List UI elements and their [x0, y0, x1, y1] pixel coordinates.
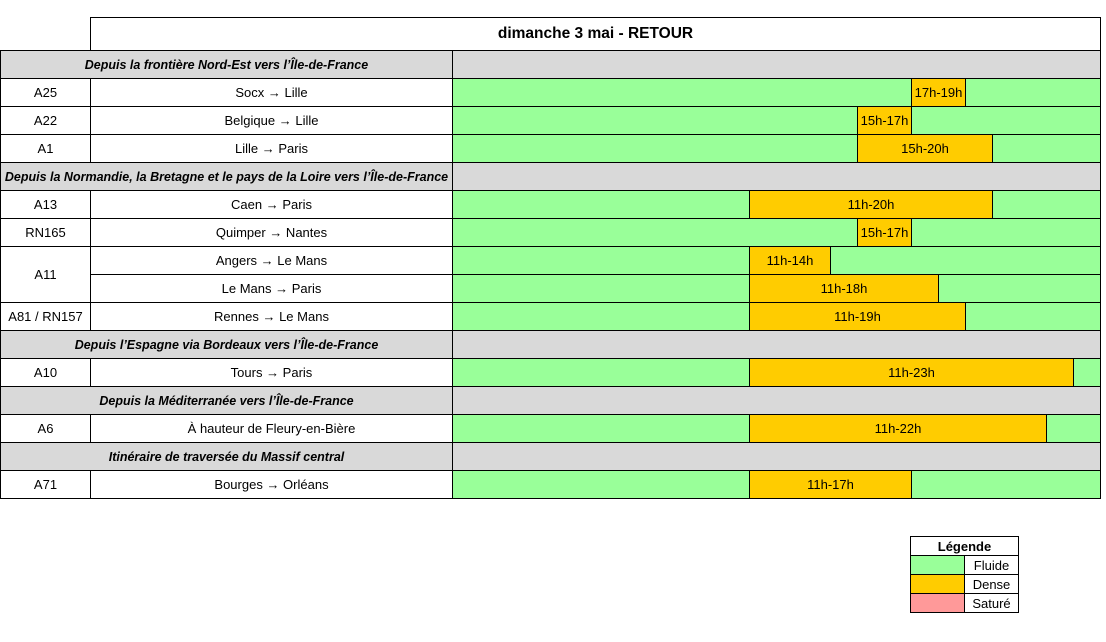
- fluid-band: [452, 78, 1101, 107]
- road-code: A13: [0, 190, 91, 219]
- route: Caen → Paris: [90, 190, 453, 219]
- fluid-band: [452, 134, 1101, 163]
- legend-label: Fluide: [964, 555, 1019, 575]
- road-code: A22: [0, 106, 91, 135]
- route: Quimper → Nantes: [90, 218, 453, 247]
- road-code: A1: [0, 134, 91, 163]
- legend-label: Dense: [964, 574, 1019, 594]
- route: Belgique → Lille: [90, 106, 453, 135]
- route: Tours → Paris: [90, 358, 453, 387]
- section-title: Itinéraire de traversée du Massif centra…: [0, 442, 453, 471]
- dense-band: 11h-22h: [749, 414, 1047, 443]
- section-band: [452, 50, 1101, 79]
- road-code: A25: [0, 78, 91, 107]
- dense-band: 15h-20h: [857, 134, 993, 163]
- legend-swatch: [910, 593, 965, 613]
- legend-swatch: [910, 574, 965, 594]
- road-code: A6: [0, 414, 91, 443]
- dense-band: 11h-20h: [749, 190, 993, 219]
- legend-title: Légende: [910, 536, 1019, 556]
- fluid-band: [452, 106, 1101, 135]
- section-band: [452, 330, 1101, 359]
- road-code: A71: [0, 470, 91, 499]
- route: À hauteur de Fleury-en-Bière: [90, 414, 453, 443]
- section-title: Depuis la Méditerranée vers l’Île-de-Fra…: [0, 386, 453, 415]
- title: dimanche 3 mai - RETOUR: [90, 17, 1101, 51]
- route: Angers → Le Mans: [90, 246, 453, 275]
- road-code: A81 / RN157: [0, 302, 91, 331]
- section-title: Depuis la Normandie, la Bretagne et le p…: [0, 162, 453, 191]
- route: Socx → Lille: [90, 78, 453, 107]
- road-code: A10: [0, 358, 91, 387]
- road-code: RN165: [0, 218, 91, 247]
- road-code: A11: [0, 246, 91, 303]
- section-band: [452, 442, 1101, 471]
- route: Bourges → Orléans: [90, 470, 453, 499]
- route: Lille → Paris: [90, 134, 453, 163]
- dense-band: 15h-17h: [857, 218, 912, 247]
- dense-band: 11h-19h: [749, 302, 966, 331]
- section-band: [452, 162, 1101, 191]
- section-band: [452, 386, 1101, 415]
- section-title: Depuis l’Espagne via Bordeaux vers l’Île…: [0, 330, 453, 359]
- section-title: Depuis la frontière Nord-Est vers l’Île-…: [0, 50, 453, 79]
- fluid-band: [452, 218, 1101, 247]
- dense-band: 17h-19h: [911, 78, 966, 107]
- dense-band: 11h-14h: [749, 246, 831, 275]
- dense-band: 11h-23h: [749, 358, 1074, 387]
- dense-band: 11h-18h: [749, 274, 939, 303]
- legend-swatch: [910, 555, 965, 575]
- route: Rennes → Le Mans: [90, 302, 453, 331]
- legend-label: Saturé: [964, 593, 1019, 613]
- route: Le Mans → Paris: [90, 274, 453, 303]
- dense-band: 11h-17h: [749, 470, 912, 499]
- dense-band: 15h-17h: [857, 106, 912, 135]
